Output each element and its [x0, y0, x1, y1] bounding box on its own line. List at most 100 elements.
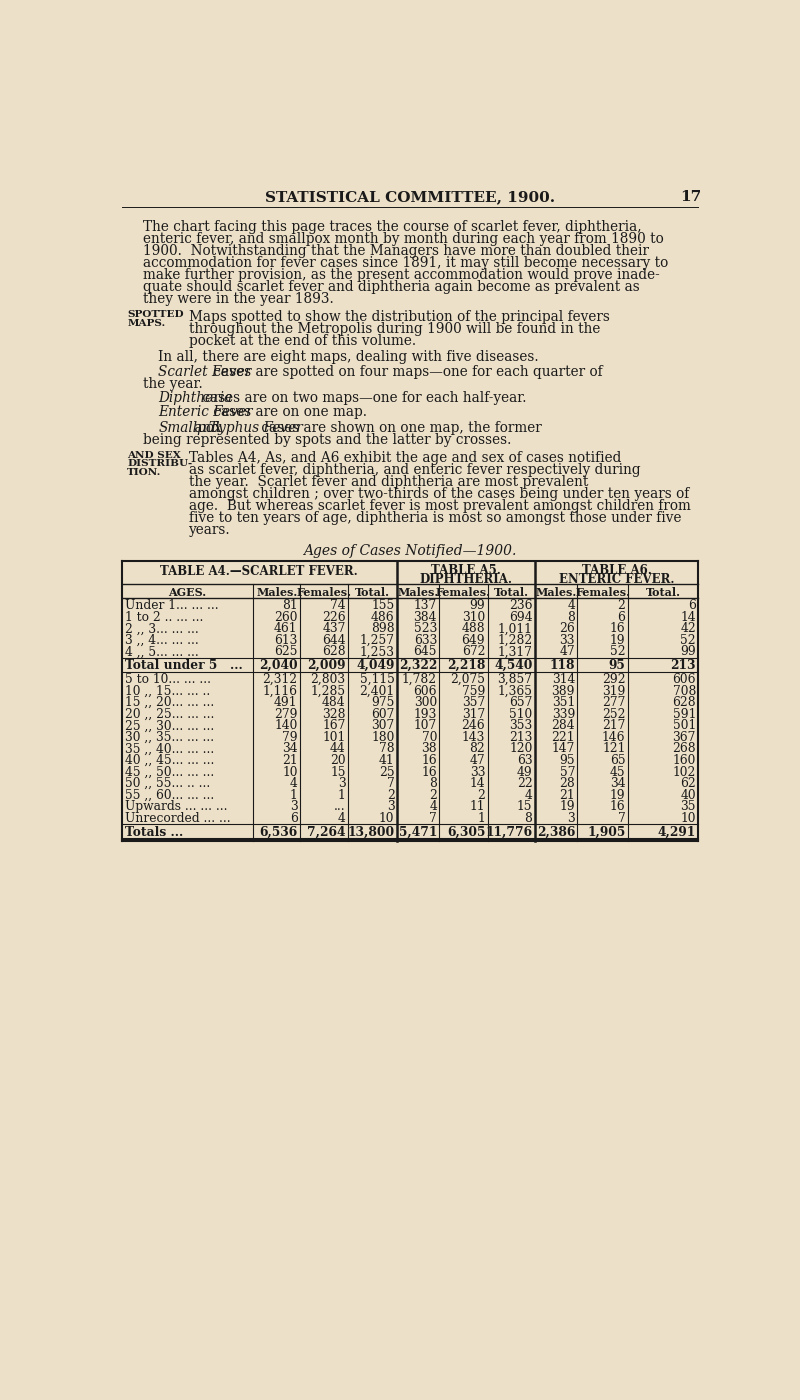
Text: 15: 15: [330, 766, 346, 778]
Text: 2,040: 2,040: [259, 659, 298, 672]
Text: 2: 2: [618, 599, 626, 612]
Text: 193: 193: [414, 708, 437, 721]
Text: 180: 180: [371, 731, 394, 743]
Text: 672: 672: [462, 645, 485, 658]
Text: 7: 7: [618, 812, 626, 825]
Text: 40: 40: [680, 788, 696, 802]
Text: 20 ,, 25... ... ...: 20 ,, 25... ... ...: [125, 708, 214, 721]
Text: 2,386: 2,386: [537, 826, 575, 839]
Text: 1,782: 1,782: [402, 673, 437, 686]
Text: 4: 4: [338, 812, 346, 825]
Text: 1900.  Notwithstanding that the Managers have more than doubled their: 1900. Notwithstanding that the Managers …: [142, 244, 649, 258]
Text: 41: 41: [379, 755, 394, 767]
Text: 898: 898: [371, 622, 394, 636]
Text: 279: 279: [274, 708, 298, 721]
Text: 120: 120: [509, 742, 533, 756]
Text: 5,115: 5,115: [360, 673, 394, 686]
Text: 47: 47: [559, 645, 575, 658]
Text: 15 ,, 20... ... ...: 15 ,, 20... ... ...: [125, 696, 214, 710]
Text: 102: 102: [673, 766, 696, 778]
Text: 975: 975: [371, 696, 394, 710]
Text: 437: 437: [322, 622, 346, 636]
Text: 33: 33: [559, 634, 575, 647]
Text: 1,253: 1,253: [359, 645, 394, 658]
Text: Enteric Fever: Enteric Fever: [158, 405, 253, 419]
Text: being represented by spots and the latter by crosses.: being represented by spots and the latte…: [142, 433, 511, 447]
Text: 79: 79: [282, 731, 298, 743]
Text: 21: 21: [559, 788, 575, 802]
Text: 523: 523: [414, 622, 437, 636]
Text: 351: 351: [552, 696, 575, 710]
Text: 19: 19: [610, 634, 626, 647]
Text: 644: 644: [322, 634, 346, 647]
Text: Under 1... ... ...: Under 1... ... ...: [125, 599, 218, 612]
Text: 8: 8: [567, 610, 575, 624]
Text: 16: 16: [422, 755, 437, 767]
Text: enteric fever, and smallpox month by month during each year from 1890 to: enteric fever, and smallpox month by mon…: [142, 232, 663, 246]
Text: 213: 213: [670, 659, 696, 672]
Text: 5,471: 5,471: [398, 826, 437, 839]
Text: STATISTICAL COMMITTEE, 1900.: STATISTICAL COMMITTEE, 1900.: [265, 190, 555, 204]
Text: 26: 26: [559, 622, 575, 636]
Text: 34: 34: [282, 742, 298, 756]
Text: 2,312: 2,312: [262, 673, 298, 686]
Text: 19: 19: [610, 788, 626, 802]
Text: MAPS.: MAPS.: [127, 319, 166, 328]
Text: 95: 95: [609, 659, 626, 672]
Text: 4 ,, 5... ... ...: 4 ,, 5... ... ...: [125, 645, 198, 658]
Text: 3 ,, 4... ... ...: 3 ,, 4... ... ...: [125, 634, 198, 647]
Text: 6: 6: [290, 812, 298, 825]
Text: 628: 628: [672, 696, 696, 710]
Text: 384: 384: [414, 610, 437, 624]
Text: 310: 310: [462, 610, 485, 624]
Text: 1: 1: [478, 812, 485, 825]
Text: 65: 65: [610, 755, 626, 767]
Text: 484: 484: [322, 696, 346, 710]
Text: 13,800: 13,800: [347, 826, 394, 839]
Text: the year.: the year.: [142, 377, 202, 391]
Text: 52: 52: [680, 634, 696, 647]
Text: 357: 357: [462, 696, 485, 710]
Text: years.: years.: [189, 522, 230, 536]
Text: 5 to 10... ... ...: 5 to 10... ... ...: [125, 673, 211, 686]
Text: 35 ,, 40... ... ...: 35 ,, 40... ... ...: [125, 742, 214, 756]
Text: 6: 6: [688, 599, 696, 612]
Text: 2,075: 2,075: [450, 673, 485, 686]
Text: 62: 62: [680, 777, 696, 790]
Text: 606: 606: [414, 685, 437, 697]
Text: TABLE A6.: TABLE A6.: [582, 564, 651, 577]
Text: 74: 74: [330, 599, 346, 612]
Text: cases are on two maps—one for each half-year.: cases are on two maps—one for each half-…: [198, 391, 526, 405]
Text: 292: 292: [602, 673, 626, 686]
Text: 28: 28: [559, 777, 575, 790]
Text: 2,803: 2,803: [310, 673, 346, 686]
Text: 6: 6: [618, 610, 626, 624]
Text: 501: 501: [673, 720, 696, 732]
Text: 10: 10: [379, 812, 394, 825]
Text: 147: 147: [552, 742, 575, 756]
Text: 260: 260: [274, 610, 298, 624]
Text: 167: 167: [322, 720, 346, 732]
Text: 613: 613: [274, 634, 298, 647]
Text: TABLE A5.: TABLE A5.: [431, 564, 501, 577]
Text: ENTERIC FEVER.: ENTERIC FEVER.: [558, 573, 674, 587]
Text: 606: 606: [673, 673, 696, 686]
Text: TABLE A4.—SCARLET FEVER.: TABLE A4.—SCARLET FEVER.: [160, 564, 358, 578]
Text: 21: 21: [282, 755, 298, 767]
Text: 353: 353: [510, 720, 533, 732]
Text: 121: 121: [602, 742, 626, 756]
Text: 1,285: 1,285: [310, 685, 346, 697]
Text: 277: 277: [602, 696, 626, 710]
Text: Males.: Males.: [398, 587, 438, 598]
Text: 3,857: 3,857: [498, 673, 533, 686]
Text: 10: 10: [681, 812, 696, 825]
Text: 20: 20: [330, 755, 346, 767]
Text: 4: 4: [290, 777, 298, 790]
Text: 486: 486: [371, 610, 394, 624]
Text: 488: 488: [462, 622, 485, 636]
Text: 607: 607: [371, 708, 394, 721]
Text: 25 ,, 30... ... ...: 25 ,, 30... ... ...: [125, 720, 214, 732]
Text: 99: 99: [470, 599, 485, 612]
Text: 1,257: 1,257: [359, 634, 394, 647]
Text: 16: 16: [610, 622, 626, 636]
